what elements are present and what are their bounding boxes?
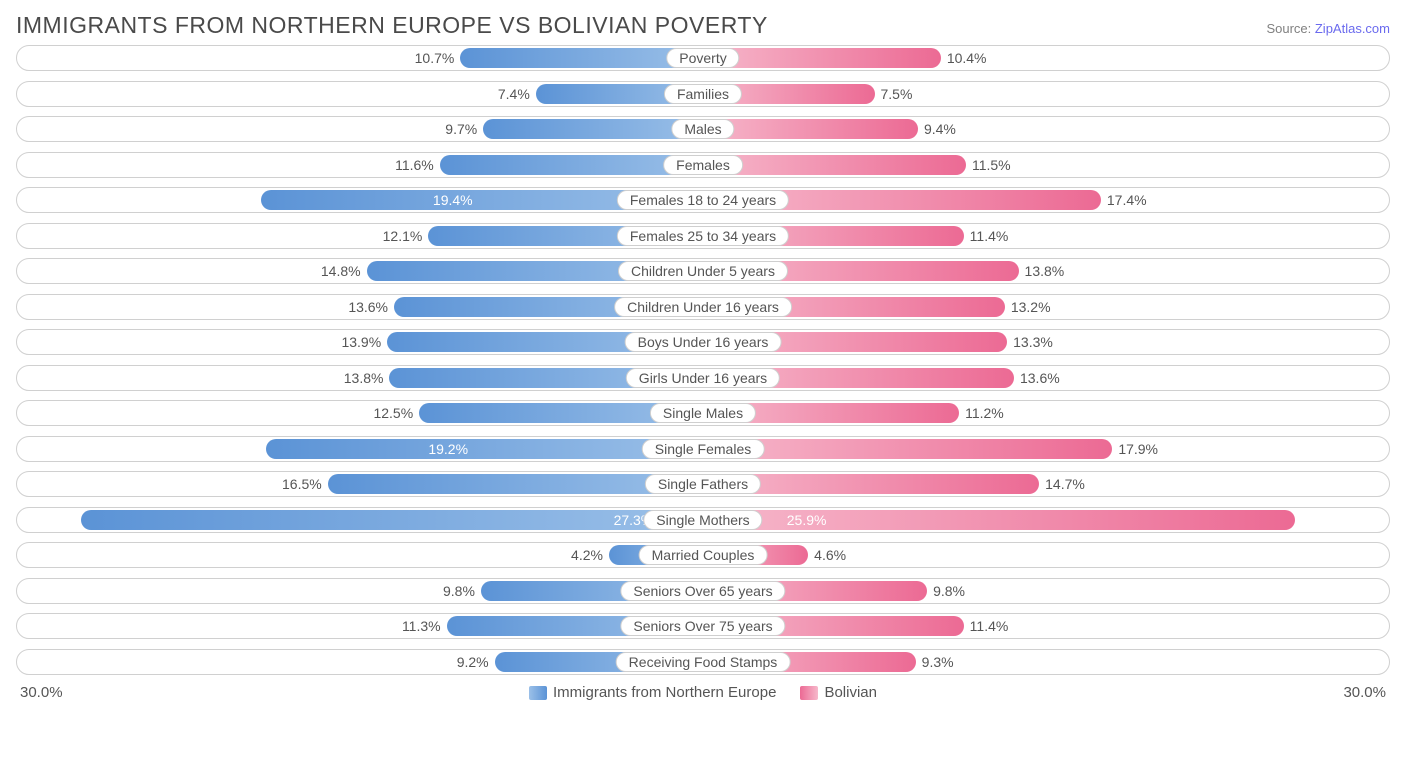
bar-row: 19.2% 17.9% Single Females: [16, 436, 1390, 462]
bar-row: 9.7% 9.4% Males: [16, 116, 1390, 142]
value-label-right: 9.3%: [916, 652, 954, 672]
bar-left: [266, 439, 705, 459]
bar-row: 11.3% 11.4% Seniors Over 75 years: [16, 613, 1390, 639]
value-label-right: 4.6%: [808, 545, 846, 565]
bar-row: 4.2% 4.6% Married Couples: [16, 542, 1390, 568]
value-label-left: 19.4%: [433, 190, 473, 210]
bar-row: 12.5% 11.2% Single Males: [16, 400, 1390, 426]
bar-row: 12.1% 11.4% Females 25 to 34 years: [16, 223, 1390, 249]
value-label-right: 14.7%: [1039, 474, 1085, 494]
source-prefix: Source:: [1266, 21, 1314, 36]
chart-title: IMMIGRANTS FROM NORTHERN EUROPE VS BOLIV…: [16, 12, 768, 39]
source-link[interactable]: ZipAtlas.com: [1315, 21, 1390, 36]
legend-swatch-right: [800, 686, 818, 700]
value-label-left: 19.2%: [428, 439, 468, 459]
value-label-left: 14.8%: [321, 261, 367, 281]
category-label: Families: [664, 84, 742, 104]
value-label-right: 10.4%: [941, 48, 987, 68]
value-label-left: 12.1%: [383, 226, 429, 246]
value-label-left: 13.6%: [348, 297, 394, 317]
value-label-left: 11.6%: [395, 155, 440, 175]
bar-row: 16.5% 14.7% Single Fathers: [16, 471, 1390, 497]
value-label-right: 11.2%: [959, 403, 1004, 423]
legend-label-left: Immigrants from Northern Europe: [553, 684, 776, 701]
value-label-right: 7.5%: [875, 84, 913, 104]
category-label: Boys Under 16 years: [625, 332, 782, 352]
value-label-left: 12.5%: [373, 403, 419, 423]
value-label-left: 4.2%: [571, 545, 609, 565]
value-label-left: 9.2%: [457, 652, 495, 672]
bar-right: [703, 119, 918, 139]
value-label-left: 13.8%: [344, 368, 390, 388]
legend-swatch-left: [529, 686, 547, 700]
value-label-right: 11.5%: [966, 155, 1011, 175]
value-label-right: 25.9%: [787, 510, 827, 530]
category-label: Single Fathers: [645, 474, 761, 494]
category-label: Receiving Food Stamps: [616, 652, 791, 672]
category-label: Children Under 5 years: [618, 261, 788, 281]
header: IMMIGRANTS FROM NORTHERN EUROPE VS BOLIV…: [16, 12, 1390, 39]
category-label: Seniors Over 75 years: [620, 616, 785, 636]
value-label-right: 13.2%: [1005, 297, 1051, 317]
bar-row: 9.8% 9.8% Seniors Over 65 years: [16, 578, 1390, 604]
legend-label-right: Bolivian: [824, 684, 877, 701]
value-label-right: 13.3%: [1007, 332, 1053, 352]
bar-row: 27.3%25.9%Single Mothers: [16, 507, 1390, 533]
source-attribution: Source: ZipAtlas.com: [1266, 21, 1390, 36]
axis-max-left: 30.0%: [20, 684, 63, 701]
legend-item-left: Immigrants from Northern Europe: [529, 684, 776, 701]
category-label: Females 25 to 34 years: [617, 226, 789, 246]
bar-row: 11.6% 11.5% Females: [16, 152, 1390, 178]
value-label-right: 9.8%: [927, 581, 965, 601]
value-label-right: 17.9%: [1112, 439, 1158, 459]
bar-row: 13.9% 13.3% Boys Under 16 years: [16, 329, 1390, 355]
category-label: Married Couples: [639, 545, 768, 565]
bar-row: 19.4% 17.4% Females 18 to 24 years: [16, 187, 1390, 213]
bar-row: 9.2% 9.3% Receiving Food Stamps: [16, 649, 1390, 675]
category-label: Girls Under 16 years: [626, 368, 780, 388]
bar-left: [81, 510, 705, 530]
value-label-left: 9.7%: [445, 119, 483, 139]
category-label: Children Under 16 years: [614, 297, 792, 317]
value-label-left: 7.4%: [498, 84, 536, 104]
chart-footer: 30.0% Immigrants from Northern Europe Bo…: [16, 684, 1390, 701]
category-label: Females 18 to 24 years: [617, 190, 789, 210]
value-label-right: 13.8%: [1019, 261, 1065, 281]
category-label: Poverty: [666, 48, 739, 68]
bar-row: 10.7% 10.4% Poverty: [16, 45, 1390, 71]
value-label-left: 10.7%: [415, 48, 461, 68]
category-label: Males: [671, 119, 734, 139]
bar-row: 7.4% 7.5% Families: [16, 81, 1390, 107]
value-label-right: 13.6%: [1014, 368, 1060, 388]
bar-row: 13.8% 13.6% Girls Under 16 years: [16, 365, 1390, 391]
value-label-left: 16.5%: [282, 474, 328, 494]
bar-row: 14.8% 13.8% Children Under 5 years: [16, 258, 1390, 284]
diverging-bar-chart: 10.7% 10.4% Poverty 7.4% 7.5% Families 9.7% 9.4…: [16, 45, 1390, 675]
value-label-right: 11.4%: [964, 616, 1009, 636]
value-label-right: 11.4%: [964, 226, 1009, 246]
chart-page: IMMIGRANTS FROM NORTHERN EUROPE VS BOLIV…: [0, 0, 1406, 758]
value-label-left: 9.8%: [443, 581, 481, 601]
category-label: Single Females: [642, 439, 765, 459]
legend-item-right: Bolivian: [800, 684, 877, 701]
category-label: Single Mothers: [643, 510, 762, 530]
bar-row: 13.6% 13.2% Children Under 16 years: [16, 294, 1390, 320]
category-label: Females: [663, 155, 743, 175]
category-label: Single Males: [650, 403, 756, 423]
value-label-right: 17.4%: [1101, 190, 1147, 210]
value-label-left: 11.3%: [402, 616, 447, 636]
value-label-right: 9.4%: [918, 119, 956, 139]
category-label: Seniors Over 65 years: [620, 581, 785, 601]
bar-right: [703, 439, 1112, 459]
value-label-left: 13.9%: [341, 332, 387, 352]
legend: Immigrants from Northern Europe Bolivian: [63, 684, 1344, 701]
axis-max-right: 30.0%: [1343, 684, 1386, 701]
